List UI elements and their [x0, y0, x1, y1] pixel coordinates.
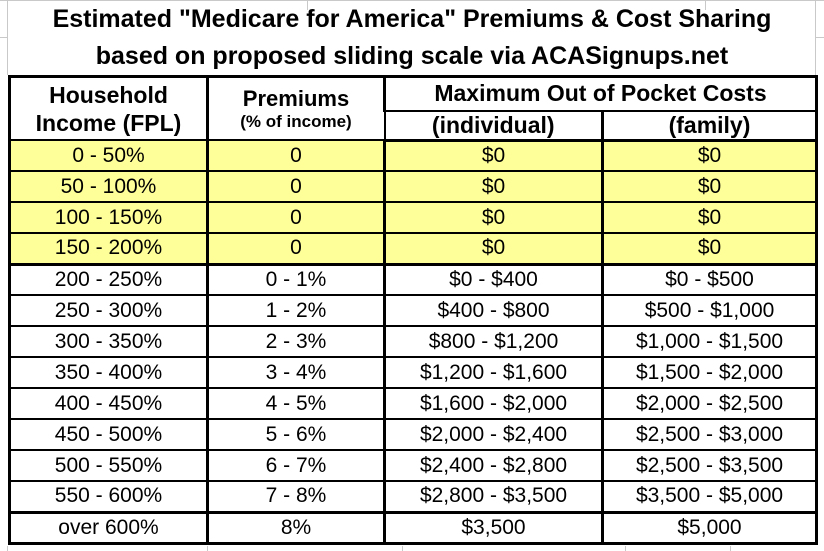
table-row: 500 - 550% 6 - 7% $2,400 - $2,800 $2,500 - … [8, 449, 818, 482]
cell-moop-individual: $0 [383, 170, 604, 203]
cell-moop-family: $5,000 [601, 511, 818, 544]
header-household-income: Household Income (FPL) [8, 75, 209, 141]
page-title: Estimated "Medicare for America" Premium… [52, 5, 772, 33]
cell-premium: 7 - 8% [206, 480, 386, 514]
header-premiums-sublabel: (% of income) [240, 112, 352, 131]
header-moop-family: (family) [601, 109, 818, 142]
header-row-2: (individual) (family) [10, 109, 818, 142]
cell-moop-family: $0 [601, 139, 818, 172]
table-body: 0 - 50% 0 $0 $0 50 - 100% 0 $0 $0 100 - 150% 0 $0 $… [8, 139, 818, 544]
table-row: 250 - 300% 1 - 2% $400 - $800 $500 - $1,000 [8, 294, 818, 327]
header-household-line1: Household [49, 81, 168, 108]
cell-moop-individual: $0 [383, 232, 604, 266]
cell-premium: 0 [206, 232, 386, 266]
cell-moop-family: $2,500 - $3,000 [601, 418, 818, 451]
page-subtitle: based on proposed sliding scale via ACAS… [95, 42, 729, 70]
table-header: Household Income (FPL) Premiums (% of in… [8, 75, 818, 142]
gridline [625, 546, 626, 551]
gridline [207, 546, 208, 551]
cell-moop-individual: $2,800 - $3,500 [383, 480, 604, 514]
cell-income: 200 - 250% [8, 263, 209, 296]
table-row: 400 - 450% 4 - 5% $1,600 - $2,000 $2,000 - … [8, 387, 818, 420]
cell-moop-family: $3,500 - $5,000 [601, 480, 818, 514]
cell-premium: 0 [206, 201, 386, 234]
cell-moop-family: $0 [601, 232, 818, 266]
header-max-out-of-pocket: Maximum Out of Pocket Costs [383, 75, 818, 112]
header-row-1: Household Income (FPL) Premiums (% of in… [8, 75, 818, 141]
cell-income: 350 - 400% [8, 356, 209, 389]
gridline [7, 546, 8, 551]
cell-moop-family: $0 [601, 201, 818, 234]
table-row: 150 - 200% 0 $0 $0 [8, 232, 818, 266]
cell-income: 400 - 450% [8, 387, 209, 420]
cell-premium: 5 - 6% [206, 418, 386, 451]
cell-premium: 3 - 4% [206, 356, 386, 389]
cell-income: 450 - 500% [8, 418, 209, 451]
cell-income: 250 - 300% [8, 294, 209, 327]
gridline [730, 546, 731, 551]
cell-moop-individual: $0 [383, 201, 604, 234]
cell-moop-family: $0 [601, 170, 818, 203]
header-premiums: Premiums (% of income) [206, 75, 386, 141]
header-household-line2: Income (FPL) [35, 109, 182, 136]
table-row: 50 - 100% 0 $0 $0 [8, 170, 818, 203]
cell-moop-individual: $1,200 - $1,600 [383, 356, 604, 389]
gridline [815, 0, 816, 75]
table-row: 0 - 50% 0 $0 $0 [8, 139, 818, 172]
cell-income: 0 - 50% [8, 139, 209, 172]
gridline [0, 37, 7, 38]
cell-income: 300 - 350% [8, 325, 209, 358]
cell-income: 100 - 150% [8, 201, 209, 234]
cell-premium: 4 - 5% [206, 387, 386, 420]
table-row: over 600% 8% $3,500 $5,000 [8, 511, 818, 544]
cell-premium: 2 - 3% [206, 325, 386, 358]
gridline [816, 37, 824, 38]
gridline [402, 546, 403, 551]
header-moop-individual: (individual) [383, 109, 604, 142]
cell-income: 500 - 550% [8, 449, 209, 482]
cell-premium: 0 - 1% [206, 263, 386, 296]
cell-premium: 6 - 7% [206, 449, 386, 482]
cell-income: 150 - 200% [8, 232, 209, 266]
table-row: 100 - 150% 0 $0 $0 [8, 201, 818, 234]
header-premiums-label: Premiums [242, 86, 350, 111]
gridline [7, 0, 8, 75]
table-row: 350 - 400% 3 - 4% $1,200 - $1,600 $1,500 - … [8, 356, 818, 389]
gridline [0, 0, 824, 1]
cell-moop-family: $1,000 - $1,500 [601, 325, 818, 358]
cell-premium: 0 [206, 139, 386, 172]
gridline [705, 0, 706, 10]
cell-moop-individual: $3,500 [383, 511, 604, 544]
table-row: 200 - 250% 0 - 1% $0 - $400 $0 - $500 [8, 263, 818, 296]
cell-income: 550 - 600% [8, 480, 209, 514]
cell-income: over 600% [8, 511, 209, 544]
cell-moop-individual: $400 - $800 [383, 294, 604, 327]
cell-moop-individual: $2,400 - $2,800 [383, 449, 604, 482]
cell-moop-family: $2,000 - $2,500 [601, 387, 818, 420]
cell-moop-family: $1,500 - $2,000 [601, 356, 818, 389]
gridline [307, 0, 308, 10]
cell-moop-family: $500 - $1,000 [601, 294, 818, 327]
table-row: 450 - 500% 5 - 6% $2,000 - $2,400 $2,500 - … [8, 418, 818, 451]
cell-moop-individual: $1,600 - $2,000 [383, 387, 604, 420]
cell-moop-family: $0 - $500 [601, 263, 818, 296]
cell-moop-individual: $2,000 - $2,400 [383, 418, 604, 451]
cell-moop-individual: $800 - $1,200 [383, 325, 604, 358]
cell-income: 50 - 100% [8, 170, 209, 203]
cell-moop-family: $2,500 - $3,500 [601, 449, 818, 482]
cell-moop-individual: $0 - $400 [383, 263, 604, 296]
table-row: 300 - 350% 2 - 3% $800 - $1,200 $1,000 - $1… [8, 325, 818, 358]
table-row: 550 - 600% 7 - 8% $2,800 - $3,500 $3,500 - … [8, 480, 818, 514]
premiums-cost-sharing-table: Household Income (FPL) Premiums (% of in… [8, 75, 818, 545]
cell-premium: 0 [206, 170, 386, 203]
cell-premium: 8% [206, 511, 386, 544]
cell-moop-individual: $0 [383, 139, 604, 172]
cell-premium: 1 - 2% [206, 294, 386, 327]
